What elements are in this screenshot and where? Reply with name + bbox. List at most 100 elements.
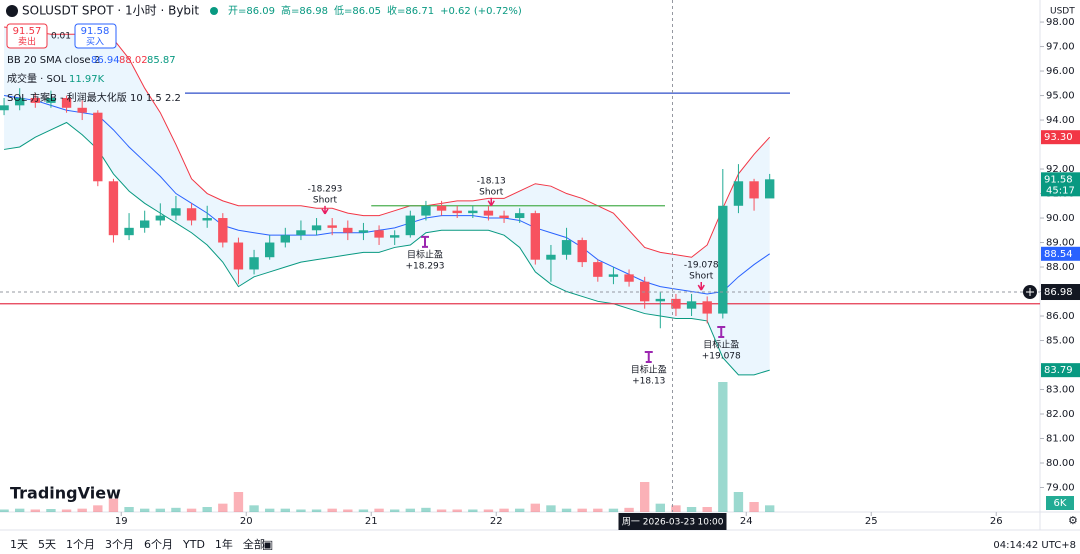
- candle-body: [15, 97, 25, 106]
- settings-icon[interactable]: ⚙: [1068, 514, 1078, 527]
- annotation-text: +18.13: [632, 377, 665, 387]
- volume-bar: [343, 509, 353, 512]
- candle-body: [296, 230, 306, 236]
- ohlc-value: 收=86.71: [387, 4, 434, 17]
- status-dot: [210, 7, 218, 15]
- annotation-text: -19.078: [684, 261, 719, 271]
- candle-body: [655, 298, 665, 302]
- sell-button[interactable]: [6, 23, 48, 49]
- y-tick-label: 88.00: [1046, 262, 1075, 273]
- volume-bar: [655, 503, 665, 512]
- candle-body: [202, 218, 212, 221]
- y-tick-label: 90.00: [1046, 213, 1075, 224]
- crosshair-y-label: 86.98: [1044, 287, 1073, 298]
- ohlc-value: 高=86.98: [281, 4, 328, 17]
- price-label: 91.58: [1044, 174, 1073, 185]
- volume-bar: [577, 508, 587, 512]
- price-label-sub: 45:17: [1046, 185, 1075, 196]
- annotation-text: 目标止盈: [703, 339, 739, 351]
- range-button[interactable]: 3个月: [105, 538, 134, 551]
- volume-bar: [15, 508, 25, 512]
- annotation-text: +19.078: [702, 352, 741, 362]
- volume-bar: [530, 503, 540, 512]
- range-button[interactable]: 1个月: [66, 538, 95, 551]
- volume-label: 6K: [1054, 498, 1067, 509]
- volume-bar: [733, 492, 744, 512]
- candle-body: [46, 97, 56, 103]
- short-arrow: [487, 197, 495, 207]
- tp-arrow: [644, 351, 653, 364]
- ohlc-value: 低=86.05: [334, 4, 381, 17]
- bb-lower: [3, 121, 770, 376]
- candle-body: [343, 227, 353, 233]
- x-tick-label: 22: [490, 516, 503, 527]
- price-label: 88.54: [1044, 249, 1073, 260]
- y-tick-label: 86.00: [1046, 311, 1075, 322]
- volume-bar: [624, 507, 634, 512]
- candle-body: [358, 230, 369, 233]
- volume-bar: [671, 505, 681, 512]
- buy-label: 买入: [86, 37, 104, 48]
- range-button[interactable]: 1天: [10, 538, 28, 551]
- range-button[interactable]: 全部: [243, 537, 265, 551]
- candle-body: [93, 112, 103, 182]
- candle-body: [749, 181, 759, 199]
- candle-body: [311, 225, 322, 231]
- volume-bar: [358, 509, 369, 512]
- candle-body: [171, 208, 181, 216]
- volume-value: 11.97K: [69, 74, 105, 85]
- annotation-text: 目标止盈: [631, 364, 667, 376]
- volume-bar: [405, 508, 415, 512]
- candle-body: [265, 242, 275, 258]
- ohlc-value: +0.62 (+0.72%): [440, 6, 522, 17]
- annotation-text: 目标止盈: [407, 248, 443, 260]
- logo: TradingView: [10, 484, 121, 503]
- short-arrow: [697, 282, 705, 291]
- candle-body: [624, 274, 634, 282]
- volume-bar: [186, 508, 197, 512]
- volume-bar: [218, 503, 228, 512]
- crosshair-add-plus: [1026, 288, 1034, 297]
- crosshair-x-label: 周一 2026-03-23: [622, 517, 695, 528]
- buy-button[interactable]: [74, 23, 117, 49]
- bb-middle: [3, 95, 770, 295]
- buy-price: 91.58: [81, 26, 110, 37]
- date-range-icon[interactable]: ▣: [262, 538, 273, 552]
- volume-bar: [749, 502, 759, 512]
- candle-body: [218, 218, 228, 243]
- x-tick-label: 24: [740, 516, 753, 527]
- currency[interactable]: USDT: [1050, 7, 1075, 17]
- volume-bar: [155, 508, 165, 512]
- candle-body: [530, 213, 540, 260]
- candle-body: [577, 240, 587, 263]
- volume-bar: [718, 382, 728, 512]
- volume-bar: [202, 507, 212, 512]
- range-button[interactable]: YTD: [182, 538, 205, 551]
- x-tick-label: 21: [365, 516, 378, 527]
- spread: 0.01: [51, 32, 71, 42]
- range-button[interactable]: 1年: [215, 537, 233, 551]
- candle-body: [483, 210, 494, 216]
- candle-body: [436, 205, 447, 211]
- candle-body: [186, 208, 197, 221]
- ohlc-value: 开=86.09: [228, 6, 275, 17]
- candle-body: [765, 179, 775, 199]
- candle-body: [140, 220, 150, 228]
- range-button[interactable]: 5天: [38, 538, 56, 551]
- volume-label-box: [1046, 496, 1074, 510]
- volume-bar: [327, 508, 337, 512]
- candle-body: [374, 230, 384, 238]
- y-tick-label: 82.00: [1046, 409, 1075, 420]
- volume-bar: [108, 498, 119, 512]
- symbol-icon: [6, 5, 18, 17]
- volume-bar: [593, 508, 603, 512]
- volume-bar: [608, 508, 619, 512]
- candle-body: [327, 225, 337, 228]
- price-label-box: [1041, 172, 1080, 197]
- overlay: SOLUSDT SPOT · 1小时 · Bybit 91.57 卖出 0.01…: [6, 4, 1078, 552]
- volume-bar: [546, 505, 556, 512]
- range-button[interactable]: 6个月: [144, 538, 173, 551]
- y-tick-label: 98.00: [1046, 17, 1075, 28]
- candle-body: [249, 257, 259, 270]
